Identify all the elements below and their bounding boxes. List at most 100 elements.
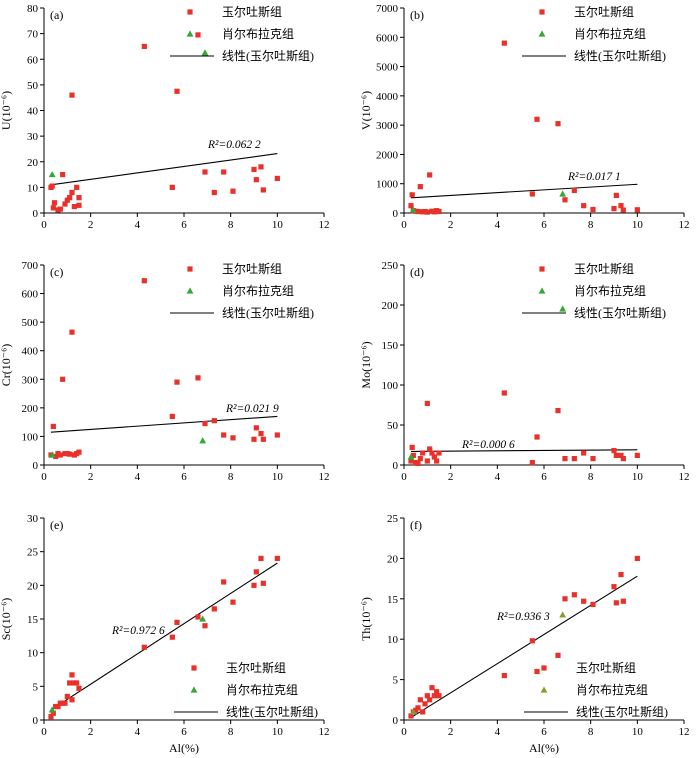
- r-squared-label: R²=0.021 9: [225, 403, 279, 415]
- y-tick-label: 5: [393, 675, 399, 687]
- legend-marker-square: [541, 665, 547, 671]
- data-point-yuertusi: [195, 32, 201, 38]
- data-point-yuertusi: [529, 638, 535, 644]
- data-point-yuertusi: [69, 189, 75, 196]
- data-point-yuertusi: [74, 184, 80, 190]
- data-point-yuertusi: [424, 209, 430, 215]
- y-tick-label: 0: [33, 460, 39, 472]
- y-tick-label: 50: [387, 420, 399, 432]
- data-point-yuertusi: [211, 189, 217, 196]
- y-tick-label: 25: [387, 513, 399, 525]
- data-point-yuertusi: [48, 714, 54, 720]
- x-axis-title: Al(%): [169, 741, 199, 755]
- data-point-yuertusi: [211, 606, 217, 612]
- x-tick-label: 4: [495, 219, 501, 231]
- data-point-yuertusi: [260, 436, 266, 442]
- data-point-yuertusi: [429, 450, 435, 456]
- panel-label: (a): [50, 8, 63, 22]
- panel-label: (c): [50, 265, 63, 279]
- data-point-yuertusi: [64, 693, 70, 700]
- x-tick-label: 8: [588, 726, 594, 738]
- data-point-yuertusi: [253, 569, 259, 575]
- data-point-yuertusi: [555, 121, 561, 127]
- legend-label: 玉尔吐斯组: [574, 4, 634, 19]
- x-tick-label: 2: [88, 471, 94, 483]
- y-tick-label: 25: [27, 547, 39, 559]
- data-point-yuertusi: [253, 177, 259, 183]
- data-point-yuertusi: [253, 425, 259, 431]
- data-point-yuertusi: [67, 680, 73, 686]
- data-point-yuertusi: [409, 192, 415, 198]
- data-point-yuertusi: [274, 555, 280, 561]
- data-point-yuertusi: [590, 206, 596, 213]
- x-tick-label: 8: [228, 219, 234, 231]
- x-tick-label: 4: [135, 219, 141, 231]
- legend-marker-square: [191, 665, 197, 671]
- x-tick-label: 0: [41, 726, 47, 738]
- data-point-yuertusi: [251, 436, 257, 442]
- y-tick-label: 100: [22, 431, 39, 443]
- y-tick-label: 15: [27, 614, 39, 626]
- trendline: [410, 183, 638, 199]
- y-tick-label: 5000: [376, 62, 399, 74]
- data-point-xiaoerbulake: [199, 437, 207, 444]
- x-tick-label: 12: [679, 471, 690, 483]
- data-point-yuertusi: [590, 601, 596, 608]
- y-tick-label: 10: [387, 634, 399, 646]
- data-point-yuertusi: [50, 205, 56, 211]
- data-point-yuertusi: [76, 195, 82, 201]
- r-squared-label: R²=0.017 1: [567, 171, 621, 183]
- y-tick-label: 30: [27, 513, 39, 525]
- y-tick-label: 400: [22, 346, 39, 358]
- data-point-yuertusi: [69, 672, 75, 678]
- data-point-yuertusi: [53, 453, 59, 460]
- legend-marker-square: [539, 9, 545, 15]
- data-point-yuertusi: [211, 418, 217, 424]
- data-point-yuertusi: [434, 458, 440, 464]
- y-tick-label: 0: [393, 208, 399, 220]
- y-tick-label: 15: [387, 594, 399, 606]
- data-point-yuertusi: [501, 672, 507, 679]
- x-tick-label: 2: [88, 219, 94, 231]
- y-axis-title: Th(10⁻⁶): [359, 597, 373, 641]
- legend-label: 线性(玉尔吐斯组): [226, 704, 318, 719]
- x-tick-label: 4: [495, 471, 501, 483]
- legend-marker-square: [539, 266, 545, 272]
- x-tick-label: 4: [135, 726, 141, 738]
- x-tick-label: 4: [495, 726, 501, 738]
- data-point-yuertusi: [50, 710, 56, 716]
- legend-label: 肖尔布拉克组: [222, 283, 294, 298]
- panel-e: 0 2 4 6 8 10 12 0 5 10 15 20 25 30 (e) Sc(10⁻⁶) Al(%) R²=…: [0, 513, 330, 755]
- legend-label: 线性(玉尔吐斯组): [222, 305, 314, 320]
- panel-label: (d): [410, 265, 424, 279]
- y-tick-label: 70: [27, 29, 39, 41]
- x-tick-label: 8: [228, 471, 234, 483]
- data-point-yuertusi: [620, 456, 626, 462]
- y-tick-label: 30: [27, 131, 39, 143]
- y-axis-title: V(10⁻⁶): [359, 91, 373, 130]
- legend-label: 玉尔吐斯组: [226, 660, 286, 675]
- data-point-xiaoerbulake: [48, 451, 56, 458]
- data-point-yuertusi: [221, 579, 227, 585]
- data-point-xiaoerbulake: [199, 615, 207, 622]
- data-point-yuertusi: [410, 452, 416, 458]
- data-point-yuertusi: [555, 408, 561, 414]
- data-point-yuertusi: [409, 444, 415, 450]
- data-point-xiaoerbulake: [559, 305, 567, 312]
- data-point-yuertusi: [274, 432, 280, 438]
- data-point-yuertusi: [221, 432, 227, 438]
- data-point-yuertusi: [529, 460, 535, 466]
- data-point-xiaoerbulake: [559, 190, 567, 197]
- data-point-yuertusi: [69, 92, 75, 98]
- data-point-yuertusi: [534, 668, 540, 675]
- x-tick-label: 10: [272, 219, 284, 231]
- data-point-yuertusi: [436, 450, 442, 456]
- data-point-yuertusi: [174, 619, 180, 625]
- data-point-yuertusi: [534, 434, 540, 440]
- data-point-yuertusi: [76, 449, 82, 455]
- data-point-yuertusi: [251, 166, 257, 173]
